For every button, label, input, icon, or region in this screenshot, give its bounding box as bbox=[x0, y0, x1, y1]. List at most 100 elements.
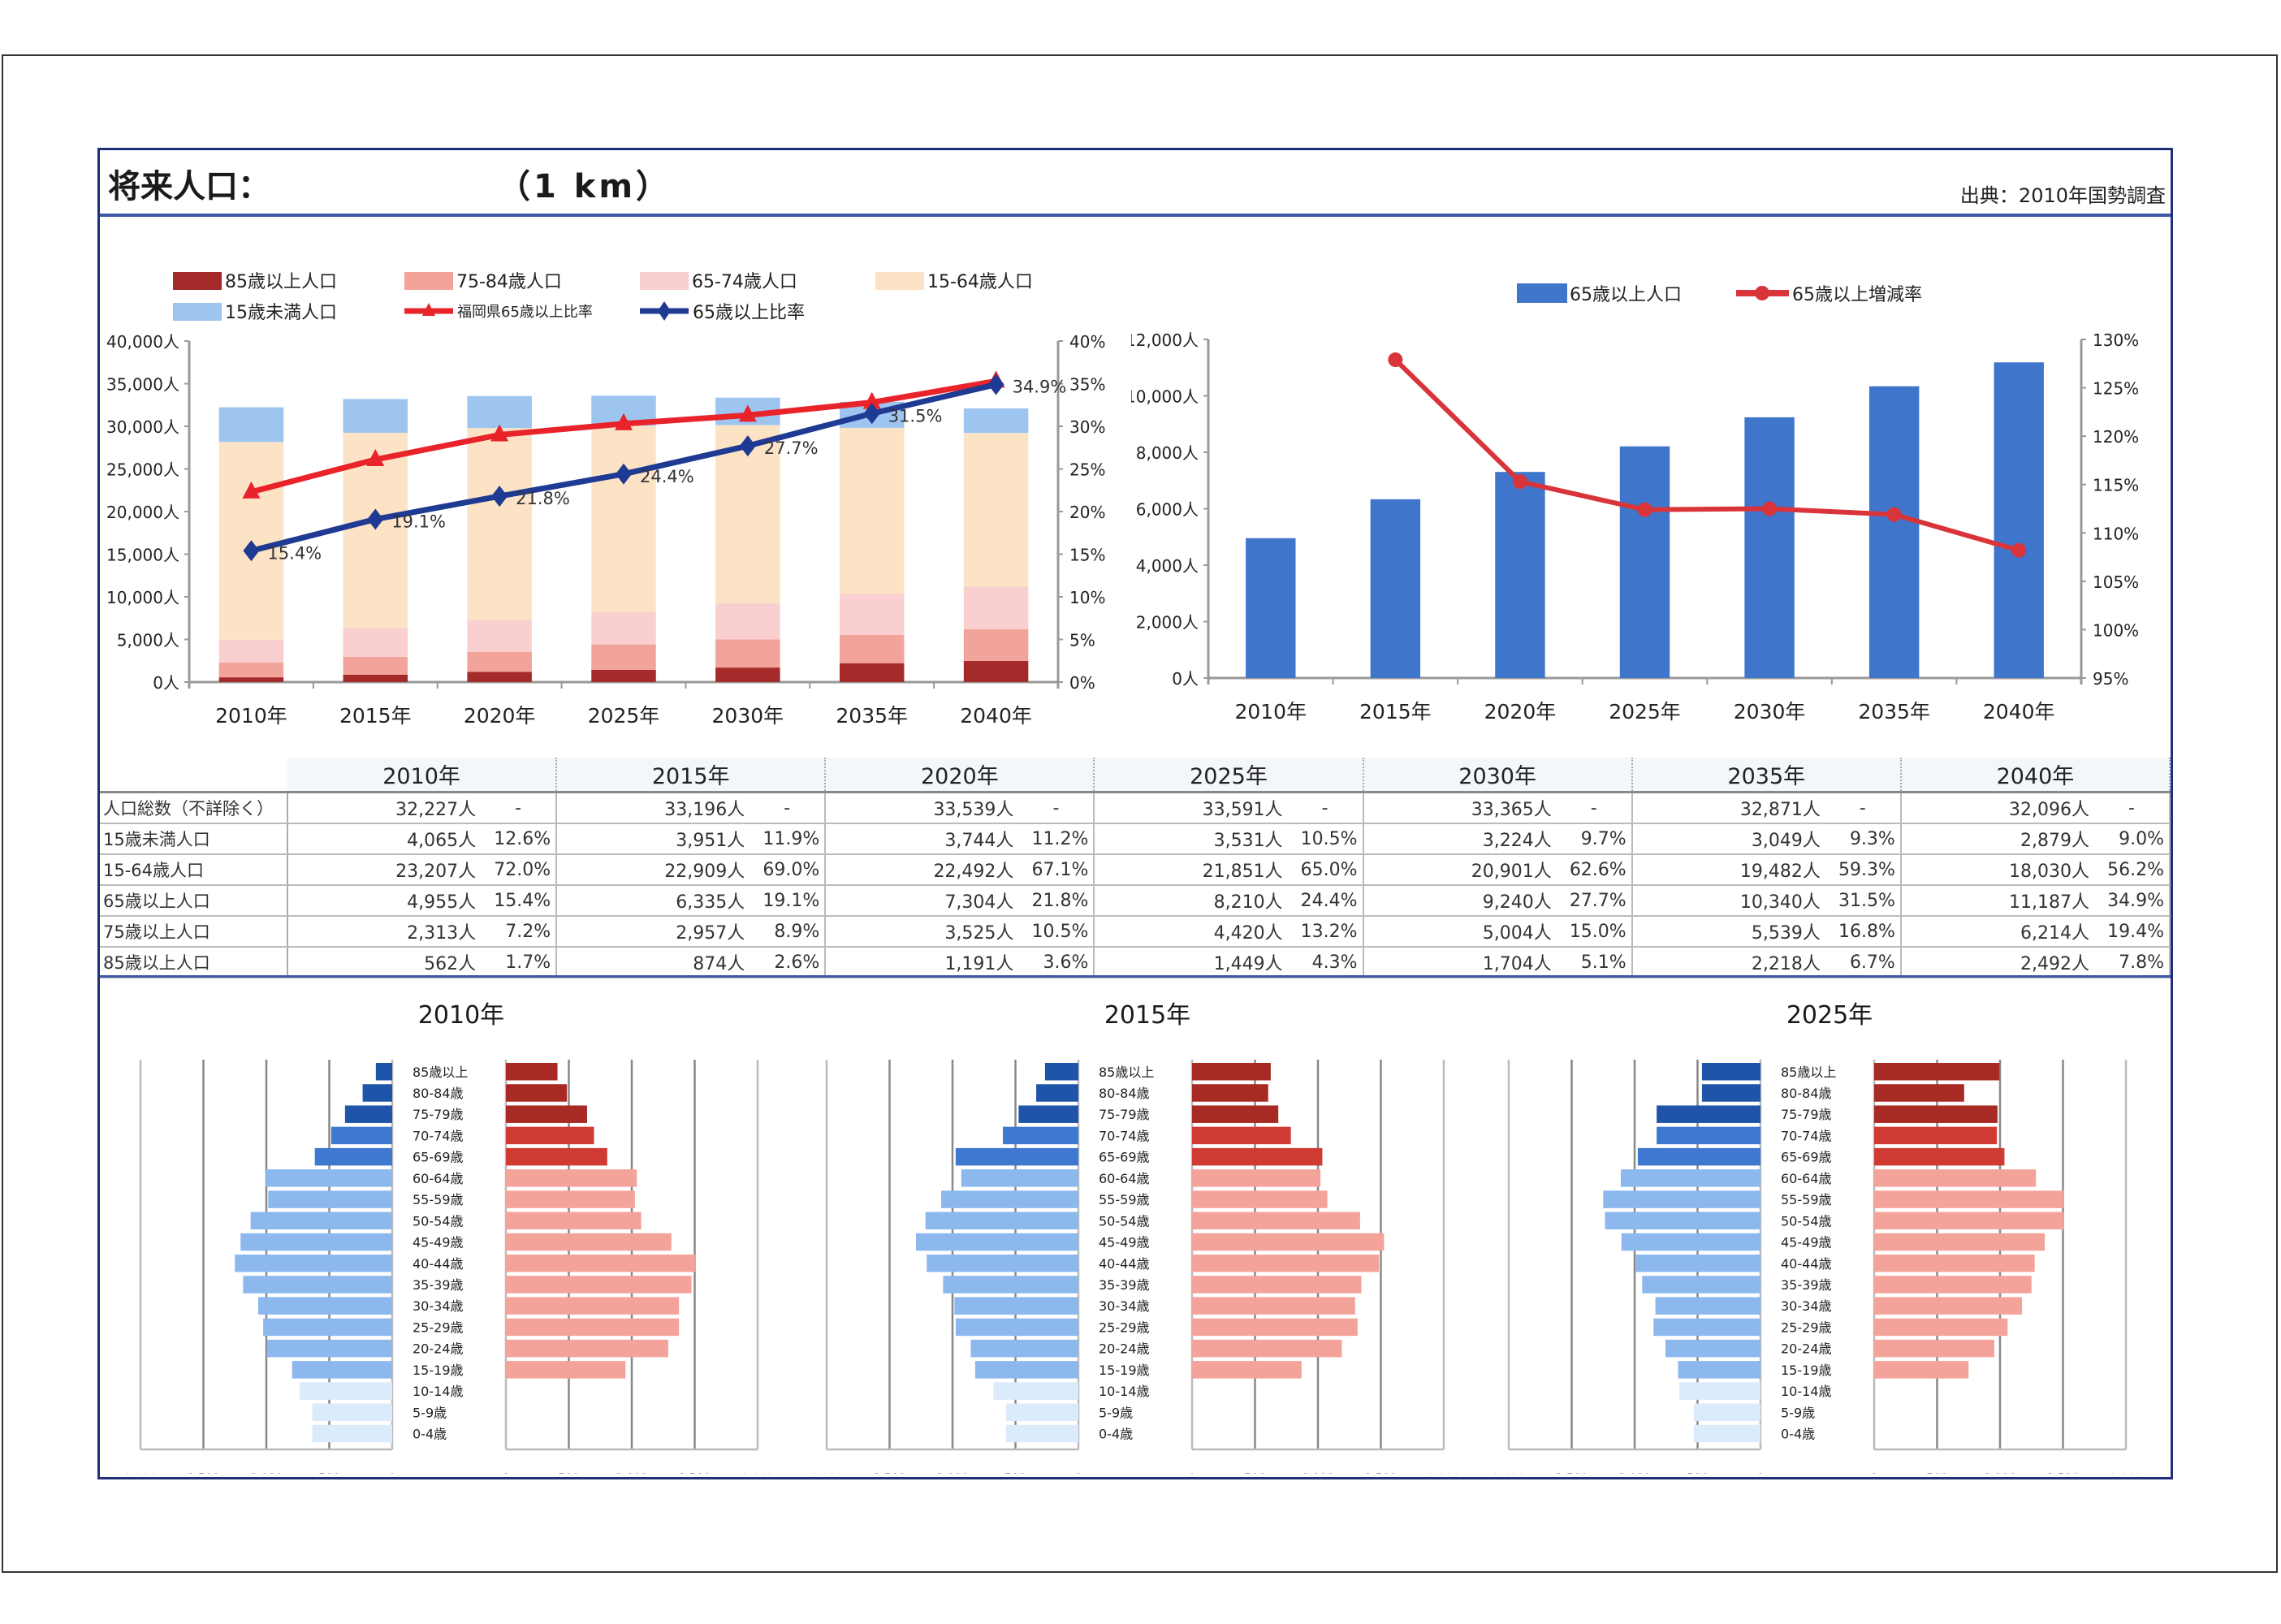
ratio65-data-label: 34.9% bbox=[1013, 378, 1067, 397]
bar-65plus bbox=[1744, 417, 1795, 678]
cell-count: 3,951人 bbox=[556, 823, 750, 855]
cell-percent: - bbox=[750, 792, 827, 824]
x-tick-label: 2030年 bbox=[1734, 700, 1806, 723]
y2-tick-label: 120% bbox=[2093, 427, 2139, 447]
age-group-label: 10-14歳 bbox=[1781, 1384, 1832, 1399]
ratio65-point bbox=[616, 463, 632, 485]
fukuoka-ratio-point bbox=[615, 412, 633, 430]
male-bar bbox=[235, 1255, 392, 1272]
table-year-header: 2020年 bbox=[825, 758, 1095, 793]
table-year-header: 2025年 bbox=[1094, 758, 1364, 793]
male-bar bbox=[961, 1169, 1078, 1187]
pyramid-title: 2010年 bbox=[418, 1001, 504, 1030]
table-header-row: 2010年 2015年 2020年 2025年 2030年 2035年 2040年 bbox=[100, 758, 2171, 793]
cell-percent: 8.9% bbox=[750, 916, 827, 948]
x-tick-label-right: 500 bbox=[1926, 1472, 1948, 1474]
age-group-label: 60-64歳 bbox=[413, 1171, 464, 1186]
cell-count: 2,492人 bbox=[1900, 947, 2094, 978]
table-row: 人口総数（不詳除く） 32,227人 -33,196人 -33,539人 -33,591… bbox=[100, 792, 2171, 824]
age-group-label: 70-74歳 bbox=[1781, 1128, 1832, 1143]
growth-rate-point bbox=[1762, 501, 1778, 516]
age-group-label: 5-9歳 bbox=[1781, 1405, 1815, 1420]
cell-percent: 5.1% bbox=[1556, 947, 1633, 978]
x-tick-label: 2015年 bbox=[339, 704, 412, 728]
x-tick-label-left: 1,500 bbox=[1555, 1472, 1588, 1474]
x-tick-label-right: 1,500 bbox=[1364, 1472, 1397, 1474]
legend-label: 65-74歳人口 bbox=[692, 272, 797, 292]
age-group-label: 75-79歳 bbox=[1099, 1107, 1150, 1122]
x-tick-label: 2040年 bbox=[1983, 700, 2055, 723]
cell-count: 33,539人 bbox=[825, 792, 1019, 824]
section-divider bbox=[100, 975, 2171, 978]
legend-swatch-3 bbox=[875, 272, 924, 290]
male-bar bbox=[1642, 1276, 1760, 1294]
page-frame bbox=[2, 54, 2278, 1573]
legend-label: 65歳以上増減率 bbox=[1792, 285, 1922, 305]
legend-swatch-1 bbox=[404, 272, 453, 290]
x-tick-label-left: 500 bbox=[1687, 1472, 1709, 1474]
female-bar bbox=[1192, 1276, 1362, 1294]
cell-count: 21,851人 bbox=[1094, 854, 1288, 886]
x-tick-label-left: 500 bbox=[1004, 1472, 1026, 1474]
female-bar bbox=[506, 1212, 642, 1230]
cell-count: 33,196人 bbox=[556, 792, 750, 824]
cell-count: 33,591人 bbox=[1094, 792, 1288, 824]
female-bar bbox=[1874, 1297, 2023, 1315]
cell-percent: - bbox=[1825, 792, 1902, 824]
age-group-label: 45-49歳 bbox=[1099, 1235, 1150, 1250]
x-tick-label: 2025年 bbox=[588, 704, 660, 728]
cell-count: 5,539人 bbox=[1631, 916, 1825, 948]
cell-percent: 19.4% bbox=[2094, 916, 2171, 948]
stacked-bar-segment bbox=[343, 399, 408, 433]
legend-label: 福岡県65歳以上比率 bbox=[457, 304, 593, 321]
pyramid-title: 2015年 bbox=[1104, 1001, 1190, 1030]
x-tick-label: 2035年 bbox=[1858, 700, 1930, 723]
population-stacked-chart: 85歳以上人口 75-84歳人口 65-74歳人口 15-64歳人口 15歳未満人口 福岡… bbox=[106, 272, 1105, 728]
male-bar bbox=[1005, 1403, 1078, 1422]
x-tick-label-right: 1,500 bbox=[678, 1472, 711, 1474]
stacked-bar-segment bbox=[467, 428, 532, 620]
growth-rate-line bbox=[1393, 357, 2020, 553]
male-bar bbox=[1635, 1255, 1760, 1272]
legend-marker-diamond bbox=[658, 301, 671, 321]
x-tick-label-right: 0 bbox=[503, 1472, 510, 1474]
male-bar bbox=[1036, 1084, 1078, 1102]
stacked-bar-segment bbox=[963, 586, 1029, 629]
cell-count: 23,207人 bbox=[287, 854, 482, 886]
male-bar bbox=[250, 1212, 392, 1230]
male-bar bbox=[970, 1339, 1078, 1358]
age-group-label: 5-9歳 bbox=[1099, 1405, 1133, 1420]
x-tick-label-right: 500 bbox=[558, 1472, 580, 1474]
age-group-label: 55-59歳 bbox=[413, 1192, 464, 1207]
cell-count: 6,214人 bbox=[1900, 916, 2094, 948]
age-group-label: 55-59歳 bbox=[1781, 1192, 1832, 1207]
y-tick-label: 6,000人 bbox=[1136, 500, 1199, 520]
age-group-label: 15-19歳 bbox=[1781, 1363, 1832, 1378]
y-tick-label: 12,000人 bbox=[1131, 330, 1199, 350]
female-bar bbox=[506, 1255, 696, 1272]
cell-percent: 6.7% bbox=[1825, 947, 1902, 978]
age-group-label: 30-34歳 bbox=[1781, 1298, 1832, 1314]
x-tick-label-left: 2,000 bbox=[124, 1472, 157, 1474]
cell-percent: 24.4% bbox=[1287, 885, 1364, 917]
row-label: 15-64歳人口 bbox=[100, 854, 288, 886]
fukuoka-ratio-point bbox=[490, 424, 509, 442]
ratio65-point bbox=[739, 435, 756, 457]
bar-65plus bbox=[1246, 538, 1296, 678]
page-title: 将来人口： bbox=[108, 168, 270, 205]
female-bar bbox=[1874, 1339, 1995, 1358]
age-group-label: 10-14歳 bbox=[1099, 1384, 1150, 1399]
ratio65-point bbox=[987, 374, 1004, 395]
table-year-header: 2030年 bbox=[1363, 758, 1633, 793]
legend-marker-triangle bbox=[422, 303, 435, 316]
cell-count: 7,304人 bbox=[825, 885, 1019, 917]
female-bar bbox=[1192, 1297, 1355, 1315]
y2-tick-label: 95% bbox=[2093, 669, 2128, 689]
ratio65-data-label: 31.5% bbox=[888, 406, 943, 425]
legend-swatch-2 bbox=[640, 272, 689, 290]
female-bar bbox=[1874, 1147, 2005, 1166]
x-tick-label-right: 1,000 bbox=[616, 1472, 648, 1474]
cell-percent: 11.9% bbox=[750, 823, 827, 855]
male-bar bbox=[263, 1318, 392, 1337]
female-bar bbox=[1192, 1169, 1321, 1187]
